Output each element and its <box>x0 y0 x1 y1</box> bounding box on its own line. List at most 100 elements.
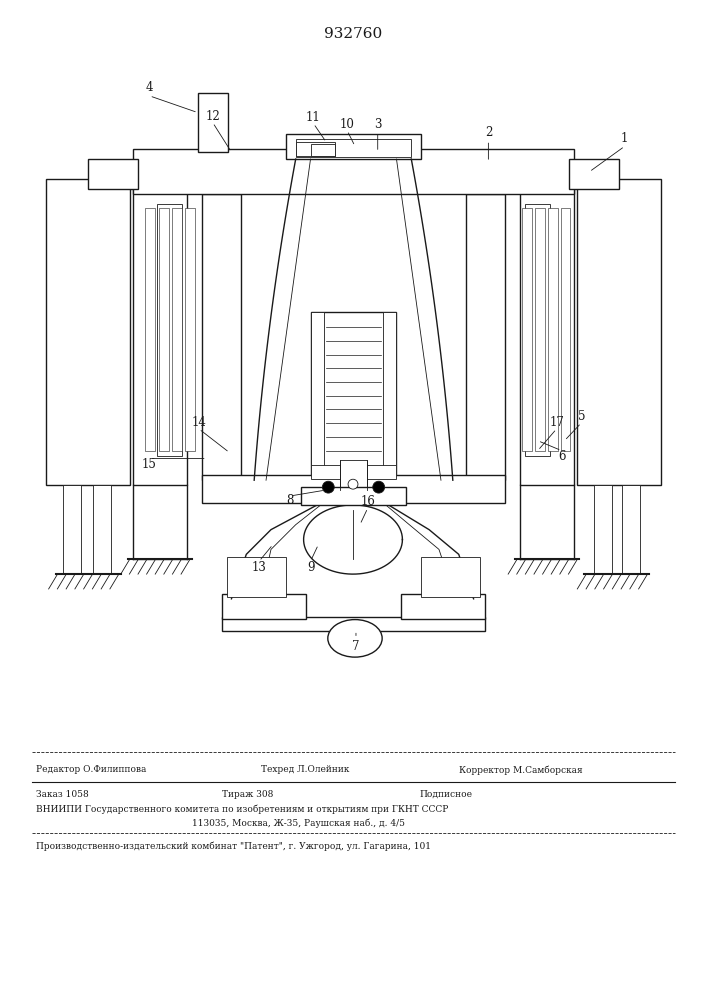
Bar <box>300 487 407 505</box>
Bar <box>173 208 182 451</box>
Bar <box>466 194 506 480</box>
Bar <box>133 179 187 485</box>
Bar <box>185 208 195 451</box>
Bar <box>226 557 286 597</box>
Bar <box>198 93 228 152</box>
Bar <box>296 142 335 156</box>
Text: 7: 7 <box>352 640 360 653</box>
Bar <box>296 142 335 156</box>
Text: 12: 12 <box>205 110 220 123</box>
Bar <box>221 594 305 619</box>
Bar <box>340 460 367 490</box>
Text: Подписное: Подписное <box>419 790 472 799</box>
Bar <box>548 208 558 451</box>
Bar <box>520 179 574 485</box>
Bar <box>93 485 111 574</box>
Ellipse shape <box>328 620 382 657</box>
Bar <box>525 204 549 456</box>
Bar <box>133 149 574 194</box>
Text: 15: 15 <box>142 458 157 471</box>
Bar <box>226 557 286 597</box>
Text: 16: 16 <box>361 495 375 508</box>
Bar <box>466 194 506 480</box>
Bar <box>382 312 397 475</box>
Bar <box>146 208 156 451</box>
Bar <box>300 487 407 505</box>
Bar <box>561 208 571 451</box>
Text: 10: 10 <box>339 118 354 131</box>
Text: 932760: 932760 <box>324 27 382 41</box>
Text: Корректор М.Самборская: Корректор М.Самборская <box>459 765 583 775</box>
Text: ВНИИПИ Государственного комитета по изобретениям и открытиям при ГКНТ СССР: ВНИИПИ Государственного комитета по изоб… <box>36 805 448 814</box>
Text: Производственно-издательский комбинат "Патент", г. Ужгород, ул. Гагарина, 101: Производственно-издательский комбинат "П… <box>36 841 431 851</box>
Bar <box>133 179 187 485</box>
Bar <box>402 594 486 619</box>
Text: 6: 6 <box>558 450 566 463</box>
Bar <box>421 557 481 597</box>
Bar <box>88 159 138 189</box>
Bar <box>201 475 506 503</box>
Text: 9: 9 <box>307 561 315 574</box>
Bar <box>64 485 81 574</box>
Ellipse shape <box>373 481 385 493</box>
Bar <box>221 617 486 631</box>
Bar <box>310 465 397 479</box>
Text: 4: 4 <box>146 81 153 94</box>
Bar <box>548 208 558 451</box>
Bar <box>198 93 228 152</box>
Bar <box>201 194 241 480</box>
Text: 2: 2 <box>485 126 492 139</box>
Bar <box>578 179 661 485</box>
Text: Тираж 308: Тираж 308 <box>221 790 273 799</box>
Text: Заказ 1058: Заказ 1058 <box>36 790 88 799</box>
Bar <box>561 208 571 451</box>
Text: 1: 1 <box>621 132 629 145</box>
Text: 113035, Москва, Ж-35, Раушская наб., д. 4/5: 113035, Москва, Ж-35, Раушская наб., д. … <box>192 818 405 828</box>
Bar <box>621 485 640 574</box>
Bar <box>296 139 411 157</box>
Bar <box>310 465 397 479</box>
Text: 5: 5 <box>578 410 585 423</box>
Bar <box>201 475 506 503</box>
Bar <box>522 208 532 451</box>
Bar <box>522 208 532 451</box>
Bar <box>534 208 544 451</box>
Bar <box>46 179 129 485</box>
Bar <box>88 159 138 189</box>
Bar <box>158 204 182 456</box>
Bar <box>159 208 169 451</box>
Bar <box>286 134 421 159</box>
Bar <box>520 179 574 485</box>
Bar <box>594 485 612 574</box>
Bar <box>159 208 169 451</box>
Bar <box>310 312 325 475</box>
Bar <box>201 194 241 480</box>
Bar <box>310 312 397 475</box>
Bar <box>382 312 397 475</box>
Polygon shape <box>303 505 402 574</box>
Text: 17: 17 <box>549 416 564 429</box>
Ellipse shape <box>348 479 358 489</box>
Text: 14: 14 <box>192 416 206 429</box>
Bar <box>286 134 421 159</box>
Text: 11: 11 <box>306 111 321 124</box>
Bar <box>146 208 156 451</box>
Bar <box>578 179 661 485</box>
Bar <box>310 144 335 156</box>
Text: 13: 13 <box>252 561 267 574</box>
Bar <box>173 208 182 451</box>
Bar <box>402 594 486 619</box>
Bar <box>421 557 481 597</box>
Bar <box>133 149 574 194</box>
Text: 3: 3 <box>374 118 382 131</box>
Bar <box>569 159 619 189</box>
Bar <box>221 594 305 619</box>
Text: 8: 8 <box>286 493 293 506</box>
Bar <box>569 159 619 189</box>
Bar <box>185 208 195 451</box>
Text: Редактор О.Филиппова: Редактор О.Филиппова <box>36 765 146 774</box>
Text: Техред Л.Олейник: Техред Л.Олейник <box>261 765 349 774</box>
Bar <box>310 312 325 475</box>
Ellipse shape <box>322 481 334 493</box>
Bar <box>46 179 129 485</box>
